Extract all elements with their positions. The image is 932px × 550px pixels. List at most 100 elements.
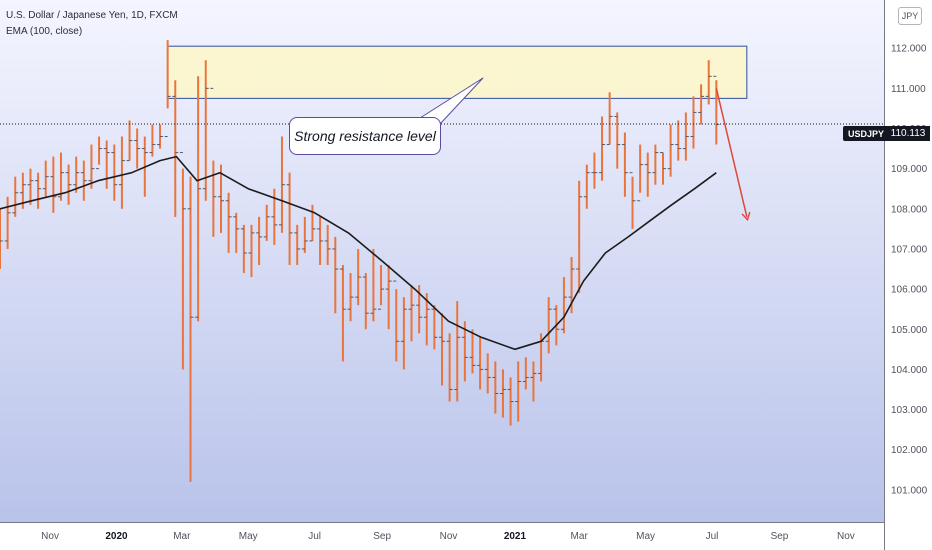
candle (660, 152, 666, 185)
x-tick-label: May (239, 531, 258, 542)
x-tick-label: 2020 (105, 531, 128, 542)
last-price-tag: 110.113 (886, 126, 930, 141)
candle (27, 168, 34, 205)
candle (347, 273, 354, 322)
candle (256, 216, 263, 266)
price-axis-background (884, 0, 932, 550)
candle (362, 273, 369, 330)
y-tick-label: 109.000 (891, 164, 928, 175)
x-tick-label: Nov (41, 531, 59, 542)
candle (400, 297, 407, 370)
candle (454, 301, 461, 402)
candle (378, 265, 385, 310)
y-tick-label: 104.000 (891, 365, 928, 376)
candle (12, 176, 19, 217)
y-tick-label: 102.000 (891, 445, 928, 456)
candle (637, 144, 644, 202)
candle (477, 337, 484, 390)
candle (583, 164, 590, 209)
candle (111, 144, 118, 201)
candle (126, 120, 133, 162)
symbol-price-tag: USDJPY (843, 126, 890, 141)
y-tick-label: 112.000 (891, 44, 927, 55)
candle (614, 112, 621, 169)
indicator-title[interactable]: EMA (100, close) (6, 26, 83, 37)
candle (210, 87, 217, 237)
candle (591, 152, 598, 189)
candle (4, 196, 11, 249)
x-tick-label: May (636, 531, 655, 542)
candle (484, 353, 491, 394)
x-tick-label: 2021 (504, 531, 527, 542)
x-tick-label: Mar (571, 531, 589, 542)
candle (248, 224, 255, 278)
candle (149, 124, 156, 157)
candle (408, 285, 415, 342)
candle (370, 248, 377, 322)
candle (240, 224, 247, 274)
y-tick-label: 108.000 (891, 204, 928, 215)
y-tick-label: 105.000 (891, 325, 928, 336)
candle (492, 361, 499, 414)
candle (35, 172, 42, 209)
candle (179, 152, 186, 370)
y-tick-label: 106.000 (891, 285, 928, 296)
y-tick-label: 107.000 (891, 244, 928, 255)
candle (263, 204, 270, 241)
candle (73, 156, 80, 193)
candle (218, 164, 224, 233)
candle (172, 80, 179, 217)
candle (134, 128, 141, 169)
candle (629, 172, 636, 229)
symbol-title[interactable]: U.S. Dollar / Japanese Yen, 1D, FXCM (6, 10, 178, 21)
candle (705, 60, 712, 105)
candle (57, 152, 64, 201)
x-tick-label: Nov (440, 531, 458, 542)
candle (393, 280, 400, 362)
candle (530, 361, 537, 402)
candle (164, 40, 171, 138)
candle (515, 361, 522, 422)
candle (446, 333, 453, 402)
candle (560, 277, 567, 334)
candle (606, 92, 613, 146)
candle (286, 172, 293, 266)
bearish-arrow (715, 88, 751, 222)
candle (80, 160, 87, 201)
candle (103, 140, 110, 189)
candle (294, 224, 301, 266)
candle (423, 293, 430, 346)
x-tick-label: Nov (837, 531, 855, 542)
candle (469, 329, 476, 374)
candle (385, 265, 392, 330)
x-tick-label: Mar (173, 531, 191, 542)
annotation-callout[interactable]: Strong resistance level (289, 117, 441, 155)
candle (65, 164, 72, 205)
candle (317, 216, 324, 266)
candle (225, 192, 232, 253)
x-tick-label: Sep (771, 531, 789, 542)
candle (278, 136, 285, 233)
candle (675, 120, 682, 161)
y-tick-label: 111.000 (891, 84, 926, 95)
candle (309, 204, 316, 242)
candle (576, 180, 583, 294)
candle (187, 176, 194, 482)
candle (332, 236, 339, 314)
resistance-zone (167, 45, 748, 99)
candle (233, 212, 240, 253)
candle (682, 112, 689, 161)
candle (339, 265, 346, 362)
y-tick-label: 101.000 (891, 485, 928, 496)
candle (118, 136, 125, 209)
candle (324, 224, 331, 266)
candle (157, 124, 164, 149)
chart-legend: U.S. Dollar / Japanese Yen, 1D, FXCM EMA… (6, 8, 178, 40)
candle (698, 84, 705, 125)
candle (667, 124, 674, 177)
currency-badge[interactable]: JPY (898, 7, 922, 25)
candle (690, 96, 697, 149)
candle (652, 144, 659, 185)
